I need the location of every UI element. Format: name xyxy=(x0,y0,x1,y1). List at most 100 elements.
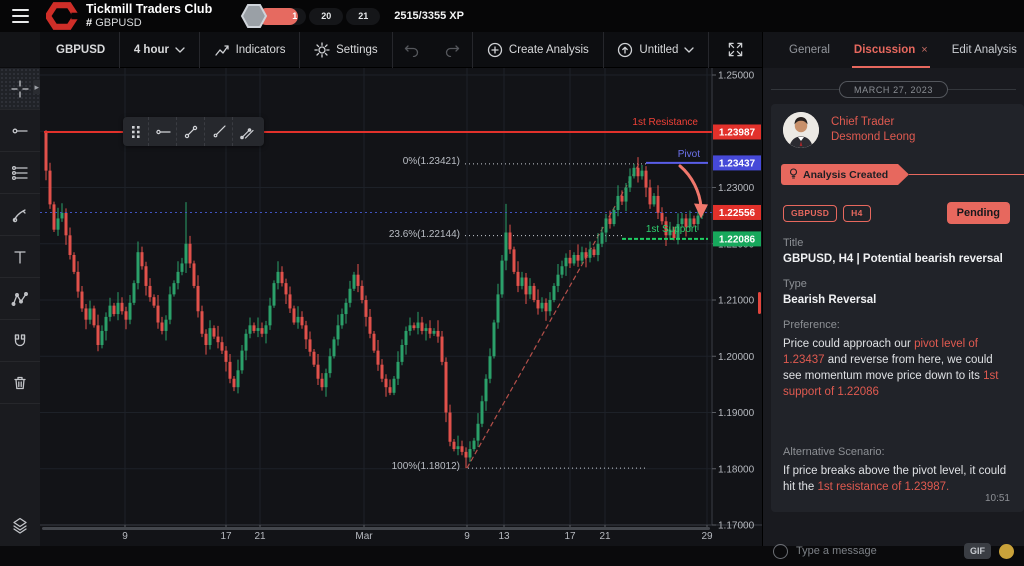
hash-icon: # xyxy=(86,16,93,29)
candlestick-chart: 1.250001.230001.220001.210001.200001.190… xyxy=(40,68,762,542)
horizontal-line-icon xyxy=(155,129,171,134)
level-segment-next: 21 xyxy=(346,7,381,25)
drag-handle[interactable] xyxy=(123,117,148,146)
undo-icon xyxy=(405,44,419,57)
composer-placeholder[interactable]: Type a message xyxy=(796,545,877,557)
toolbox-trend-line-button[interactable] xyxy=(176,117,204,146)
tool-magnet[interactable] xyxy=(0,320,40,362)
indicators-button[interactable]: Indicators xyxy=(200,32,300,68)
date-pill: MARCH 27, 2023 xyxy=(839,81,948,98)
tool-object-tree[interactable] xyxy=(0,508,40,542)
analysis-type: Bearish Reversal xyxy=(783,294,877,306)
tab-edit-analysis[interactable]: Edit Analysis xyxy=(951,44,1017,56)
undo-button[interactable] xyxy=(392,32,432,68)
tool-pattern[interactable] xyxy=(0,278,40,320)
chevron-down-icon xyxy=(684,46,695,53)
timeframe-badge: H4 xyxy=(843,204,871,222)
chevron-down-icon xyxy=(175,46,185,53)
trend-line-icon xyxy=(184,125,197,138)
title-label: Title xyxy=(783,237,804,249)
plus-circle-icon xyxy=(487,42,503,57)
redo-icon xyxy=(446,44,460,57)
svg-text:29: 29 xyxy=(701,531,713,542)
text-icon xyxy=(14,250,26,264)
author-role: Chief Trader xyxy=(831,116,895,128)
gif-button[interactable]: GIF xyxy=(964,543,991,559)
toolbox-parallel-channel-button[interactable] xyxy=(232,117,260,146)
svg-text:1.22086: 1.22086 xyxy=(719,234,756,245)
author-name[interactable]: Chief Trader Desmond Leong xyxy=(831,115,915,145)
pending-status-button[interactable]: Pending xyxy=(946,202,1010,224)
tab-general[interactable]: General xyxy=(789,44,830,56)
drawing-sidebar: ▸ xyxy=(0,32,40,546)
svg-text:21: 21 xyxy=(599,531,611,542)
svg-text:9: 9 xyxy=(464,531,470,542)
preference-label: Preference: xyxy=(783,319,840,331)
tickmill-logo-icon xyxy=(46,2,78,30)
level-hexagon-icon xyxy=(241,4,268,28)
svg-text:1.23437: 1.23437 xyxy=(719,158,756,169)
svg-text:1.22556: 1.22556 xyxy=(719,208,756,219)
expand-tools-icon[interactable]: ▸ xyxy=(33,80,40,94)
analysis-message-card: Chief Trader Desmond Leong Analysis Crea… xyxy=(771,104,1024,512)
svg-text:9: 9 xyxy=(122,531,128,542)
message-composer[interactable]: Type a message GIF xyxy=(773,536,1014,566)
toolbox-ray-button[interactable] xyxy=(204,117,232,146)
tool-remove[interactable] xyxy=(0,362,40,404)
brand: Tickmill Traders Club # GBPUSD xyxy=(86,2,212,29)
svg-text:13: 13 xyxy=(498,531,510,542)
alt-scenario-label: Alternative Scenario: xyxy=(783,446,885,458)
toolbox-horizontal-line-button[interactable] xyxy=(148,117,176,146)
settings-button[interactable]: Settings xyxy=(300,32,392,68)
fullscreen-icon xyxy=(728,42,743,57)
type-label: Type xyxy=(783,278,807,290)
author-row: Chief Trader Desmond Leong xyxy=(783,112,1012,148)
tool-text[interactable] xyxy=(0,236,40,278)
lightbulb-icon xyxy=(789,168,798,181)
svg-text:17: 17 xyxy=(220,531,232,542)
cloud-upload-icon xyxy=(618,42,633,57)
fullscreen-button[interactable] xyxy=(709,32,762,68)
panel-scrollbar-thumb[interactable] xyxy=(758,292,761,314)
trash-icon xyxy=(14,376,26,389)
svg-text:Mar: Mar xyxy=(355,531,373,542)
svg-text:1.23987: 1.23987 xyxy=(719,127,756,138)
xabcd-pattern-icon xyxy=(11,291,28,306)
svg-text:1.21000: 1.21000 xyxy=(718,296,755,307)
level-pill: 1 20 21 xyxy=(258,7,381,25)
analysis-created-ribbon: Analysis Created xyxy=(781,164,909,185)
menu-icon[interactable] xyxy=(0,9,40,23)
tool-trend-line[interactable] xyxy=(0,110,40,152)
tool-brush[interactable] xyxy=(0,194,40,236)
magnet-icon xyxy=(14,333,26,346)
xp-progress: 1 20 21 2515/3355 XP xyxy=(240,0,464,32)
tool-crosshair[interactable]: ▸ xyxy=(0,68,40,110)
create-analysis-button[interactable]: Create Analysis xyxy=(473,32,603,68)
svg-text:1.17000: 1.17000 xyxy=(718,521,755,532)
fib-retracement-icon xyxy=(11,165,28,180)
svg-text:1.25000: 1.25000 xyxy=(718,71,755,82)
panel-tabs: General Discussion × Edit Analysis xyxy=(763,32,1024,68)
date-divider: MARCH 27, 2023 xyxy=(763,81,1024,98)
svg-text:1.19000: 1.19000 xyxy=(718,408,755,419)
symbol-button[interactable]: GBPUSD xyxy=(56,43,106,56)
tab-discussion[interactable]: Discussion × xyxy=(851,32,930,68)
preference-text: Price could approach our pivot level of … xyxy=(783,338,999,398)
tool-fib-retracement[interactable] xyxy=(0,152,40,194)
redo-button[interactable] xyxy=(432,32,472,68)
trend-line-icon xyxy=(12,128,28,133)
avatar[interactable] xyxy=(783,112,819,148)
interval-dropdown[interactable]: 4 hour xyxy=(120,32,199,68)
analysis-panel: General Discussion × Edit Analysis MARCH… xyxy=(762,32,1024,559)
author-fullname: Desmond Leong xyxy=(831,131,916,143)
brush-icon xyxy=(12,208,26,222)
chart-plot-area[interactable]: 1.250001.230001.220001.210001.200001.190… xyxy=(40,68,762,546)
close-tab-icon[interactable]: × xyxy=(921,44,928,56)
floating-draw-toolbar[interactable] xyxy=(123,117,264,146)
save-layout-dropdown[interactable]: Untitled xyxy=(603,32,708,68)
chart-toolbar: GBPUSD 4 hour Indicators Settings xyxy=(40,31,762,68)
badge-row: GBPUSD H4 Pending xyxy=(783,202,1012,224)
svg-text:1.23000: 1.23000 xyxy=(718,183,755,194)
parallel-channel-icon xyxy=(239,127,254,139)
level-segment-mid: 20 xyxy=(309,7,344,25)
